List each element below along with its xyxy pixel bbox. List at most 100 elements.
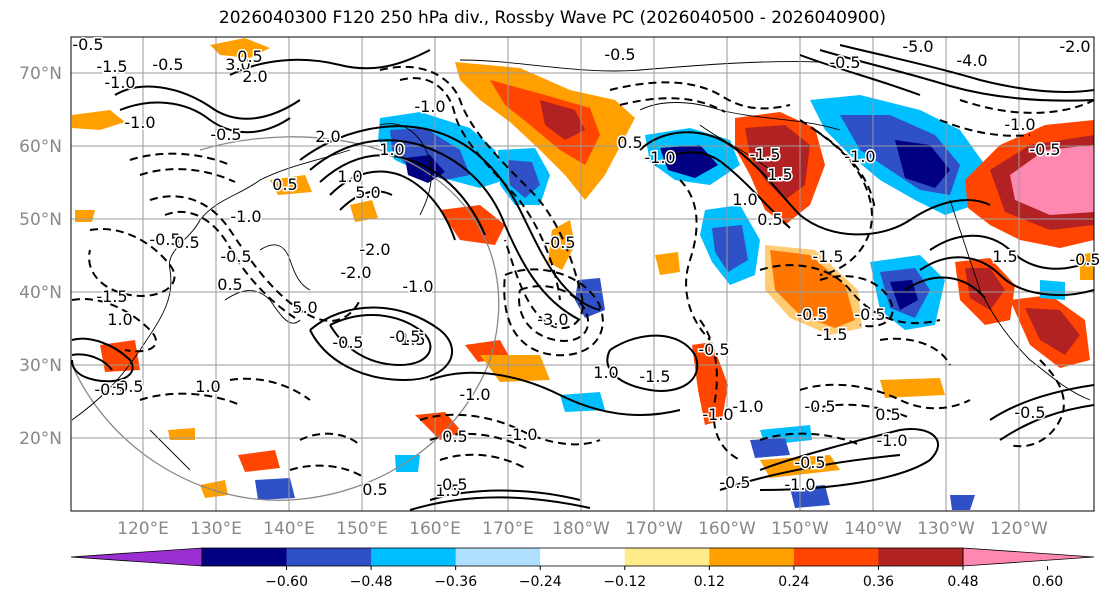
lon-label: 140°W — [844, 519, 902, 539]
contour-value-label: -0.5 — [220, 247, 251, 266]
contour-value-label: -0.5 — [829, 53, 860, 72]
contour-value-label: -1.5 — [639, 367, 670, 386]
colorbar-tick-label: 0.12 — [694, 574, 725, 590]
colorbar-swatch — [878, 548, 964, 566]
contour-value-label: 1.0 — [107, 310, 132, 329]
lon-label: 150°E — [336, 519, 388, 539]
contour-labels: -0.5-1.5-1.03.02.0-0.5 0.5-1.02.0-0.5-1.0… — [71, 34, 1102, 502]
great-circle-arc — [71, 136, 500, 501]
colorbar-swatch — [371, 548, 457, 566]
colorbar-tick-label: −0.48 — [350, 574, 393, 590]
colorbar-tick-label: 0.48 — [947, 574, 978, 590]
contour-value-label: -1.0 — [784, 475, 815, 494]
contour-value-label: 0.5 — [272, 175, 297, 194]
contour-value-label: -0.5 — [804, 397, 835, 416]
contour-value-label: -2.0 — [1059, 37, 1090, 56]
colorbar-swatches — [70, 547, 1095, 567]
contour-value-label: -1.0 — [1004, 115, 1035, 134]
lon-label: 160°W — [698, 519, 756, 539]
colorbar-tick-label: −0.36 — [434, 574, 477, 590]
latitude-labels: 70°N 60°N 50°N 40°N 30°N 20°N — [19, 64, 62, 449]
contour-value-label: -0.5 — [149, 230, 180, 249]
map-plot-area — [71, 37, 1094, 511]
contour-value-label: 1.0 — [337, 167, 362, 186]
lat-label: 60°N — [19, 137, 62, 157]
colorbar: −0.60 −0.48 −0.36 −0.24 −0.12 0.12 0.24 0.36 0.4… — [70, 547, 1095, 590]
colorbar-outline — [201, 547, 964, 567]
lat-label: 40°N — [19, 283, 62, 303]
colorbar-tick-label: 0.36 — [863, 574, 894, 590]
lon-label: 120°E — [117, 519, 169, 539]
contour-value-label: 0.5 — [757, 210, 782, 229]
contour-value-label: -1.5 — [749, 145, 780, 164]
contour-value-label: -1.0 — [402, 277, 433, 296]
lat-label: 30°N — [19, 356, 62, 376]
contour-value-label: -0.5 — [719, 473, 750, 492]
contour-value-label: -1.5 — [96, 57, 127, 76]
contour-value-label: -1.0 — [414, 97, 445, 116]
contour-value-label: 0.5 — [174, 233, 199, 252]
lon-label: 170°E — [482, 519, 534, 539]
lat-label: 50°N — [19, 210, 62, 230]
contour-value-label: -1.5 — [394, 330, 425, 349]
contour-value-label: -2.0 — [359, 240, 390, 259]
contour-value-label: -1.0 — [104, 73, 135, 92]
contour-value-label: -1.0 — [732, 397, 763, 416]
colorbar-tick-label: −0.60 — [265, 574, 308, 590]
contour-value-label: 1.5 — [992, 247, 1017, 266]
contour-value-label: -0.5 — [389, 327, 420, 346]
lat-label: 20°N — [19, 429, 62, 449]
contour-value-label: -0.5 — [796, 305, 827, 324]
contour-value-label: 2.0 — [315, 127, 340, 146]
lon-label: 140°E — [263, 519, 315, 539]
contour-value-label: -0.5 — [112, 377, 143, 396]
lon-label: 160°E — [409, 519, 461, 539]
colorbar-swatch — [793, 548, 879, 566]
lon-label: 130°E — [190, 519, 242, 539]
contour-value-label: -0.5 — [332, 333, 363, 352]
contour-value-label: -5.0 — [902, 37, 933, 56]
colorbar-extend-high — [962, 547, 1095, 567]
colorbar-swatch — [709, 548, 795, 566]
contour-value-label: -1.0 — [459, 385, 490, 404]
map-title: 2026040300 F120 250 hPa div., Rossby Wav… — [218, 8, 887, 28]
colorbar-tick-label: 0.24 — [778, 574, 809, 590]
contour-value-label: -2.0 — [340, 263, 371, 282]
contour-value-label: 5.0 — [355, 183, 380, 202]
contour-value-label: 5.0 — [292, 298, 317, 317]
contour-lines-negative — [71, 65, 1094, 479]
contour-value-label: -1.5 — [816, 325, 847, 344]
contour-value-label: -0.5 — [544, 233, 575, 252]
contour-value-label: 1.5 — [435, 481, 460, 500]
contour-value-label: -1.0 — [844, 147, 875, 166]
contour-value-label: 1.5 — [767, 165, 792, 184]
contour-value-label: -0.5 — [72, 35, 103, 54]
contour-value-label: -0.5 — [210, 125, 241, 144]
lon-label: 120°W — [990, 519, 1048, 539]
contour-value-label: -1.0 — [506, 425, 537, 444]
contour-value-label: -3.0 — [537, 310, 568, 329]
colorbar-ticks: −0.60 −0.48 −0.36 −0.24 −0.12 0.12 0.24 0.36 0.4… — [265, 566, 1063, 590]
contour-value-label: -0.5 — [854, 305, 885, 324]
colorbar-swatch — [286, 548, 372, 566]
contour-value-label: 0.5 — [875, 405, 900, 424]
contour-value-label: -0.5 — [1014, 403, 1045, 422]
contour-value-label: -1.0 — [876, 431, 907, 450]
contour-value-label: 3.0 — [225, 55, 250, 74]
contour-value-label: -1.0 — [644, 148, 675, 167]
contour-value-label: -0.5 — [436, 475, 467, 494]
contour-value-label: 1.0 — [379, 140, 404, 159]
contour-value-label: -0.5 — [1029, 140, 1060, 159]
contour-value-label: -0.5 — [1069, 250, 1100, 269]
lat-label: 70°N — [19, 64, 62, 84]
graticule — [71, 37, 1094, 511]
lon-label: 170°W — [625, 519, 683, 539]
contour-value-label: -0.5 — [698, 340, 729, 359]
colorbar-tick-label: −0.12 — [603, 574, 646, 590]
contour-value-label: -0.5 — [794, 453, 825, 472]
lon-label: 180°W — [552, 519, 610, 539]
contour-value-label: 0.5 — [617, 133, 642, 152]
longitude-labels: 120°E 130°E 140°E 150°E 160°E 170°E 180°… — [117, 519, 1048, 539]
contour-value-label: 1.0 — [732, 190, 757, 209]
